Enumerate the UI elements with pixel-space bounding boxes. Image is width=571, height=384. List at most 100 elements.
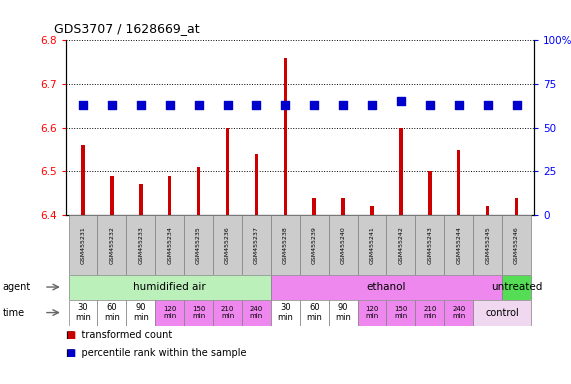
Bar [457, 149, 460, 215]
Bar [271, 300, 300, 326]
Text: 150
min: 150 min [394, 306, 408, 319]
Bar [387, 300, 415, 326]
Text: GSM455233: GSM455233 [138, 226, 143, 264]
Bar [126, 300, 155, 326]
Text: ■  percentile rank within the sample: ■ percentile rank within the sample [66, 348, 246, 358]
Bar [300, 300, 329, 326]
Bar [312, 198, 316, 215]
Bar [284, 58, 287, 215]
Bar [399, 128, 403, 215]
Bar [126, 215, 155, 275]
Point [165, 102, 174, 108]
Point [368, 102, 377, 108]
Point [194, 102, 203, 108]
Text: 30
min: 30 min [278, 303, 293, 322]
Text: GSM455240: GSM455240 [341, 226, 345, 264]
Text: GSM455241: GSM455241 [369, 226, 375, 264]
Text: GDS3707 / 1628669_at: GDS3707 / 1628669_at [54, 22, 200, 35]
Bar [69, 300, 98, 326]
Text: 120
min: 120 min [365, 306, 379, 319]
Bar [98, 215, 126, 275]
Text: humidified air: humidified air [134, 282, 206, 292]
Text: 60
min: 60 min [306, 303, 322, 322]
Bar [110, 176, 114, 215]
Text: ■: ■ [66, 348, 75, 358]
Bar [486, 206, 489, 215]
Point [454, 102, 463, 108]
Text: GSM455236: GSM455236 [225, 226, 230, 264]
Text: 30
min: 30 min [75, 303, 91, 322]
Bar [415, 300, 444, 326]
Bar [155, 300, 184, 326]
Bar [81, 145, 85, 215]
Text: GSM455246: GSM455246 [514, 226, 519, 264]
Text: GSM455231: GSM455231 [81, 226, 86, 264]
Text: 90
min: 90 min [335, 303, 351, 322]
Text: GSM455237: GSM455237 [254, 226, 259, 264]
Bar [168, 176, 171, 215]
Bar [415, 215, 444, 275]
Bar [242, 300, 271, 326]
Text: GSM455232: GSM455232 [110, 226, 114, 264]
Bar [155, 215, 184, 275]
Point [107, 102, 116, 108]
Text: GSM455244: GSM455244 [456, 226, 461, 264]
Bar [515, 198, 518, 215]
Bar [473, 300, 531, 326]
Bar [502, 275, 531, 300]
Bar [226, 128, 229, 215]
Bar [329, 300, 357, 326]
Bar [255, 154, 258, 215]
Text: GSM455242: GSM455242 [399, 226, 404, 264]
Bar [502, 215, 531, 275]
Bar [271, 275, 502, 300]
Text: 150
min: 150 min [192, 306, 206, 319]
Text: 210
min: 210 min [423, 306, 436, 319]
Text: GSM455239: GSM455239 [312, 226, 317, 264]
Text: GSM455243: GSM455243 [427, 226, 432, 264]
Bar [184, 300, 213, 326]
Text: ■  transformed count: ■ transformed count [66, 330, 172, 340]
Bar [213, 215, 242, 275]
Bar [197, 167, 200, 215]
Bar [69, 215, 98, 275]
Text: agent: agent [3, 282, 31, 292]
Text: 90
min: 90 min [133, 303, 149, 322]
Text: 240
min: 240 min [250, 306, 263, 319]
Bar [300, 215, 329, 275]
Point [78, 102, 87, 108]
Point [483, 102, 492, 108]
Bar [271, 215, 300, 275]
Point [512, 102, 521, 108]
Point [223, 102, 232, 108]
Bar [98, 300, 126, 326]
Bar [357, 215, 387, 275]
Text: GSM455245: GSM455245 [485, 226, 490, 264]
Bar [329, 215, 357, 275]
Bar [184, 215, 213, 275]
Bar [387, 215, 415, 275]
Text: GSM455238: GSM455238 [283, 226, 288, 264]
Bar [444, 215, 473, 275]
Text: 210
min: 210 min [221, 306, 234, 319]
Text: GSM455235: GSM455235 [196, 226, 201, 264]
Point [339, 102, 348, 108]
Point [252, 102, 261, 108]
Text: control: control [485, 308, 519, 318]
Bar [428, 171, 432, 215]
Bar [139, 184, 143, 215]
Bar [242, 215, 271, 275]
Point [136, 102, 146, 108]
Bar [371, 206, 374, 215]
Point [425, 102, 435, 108]
Text: 60
min: 60 min [104, 303, 120, 322]
Bar [213, 300, 242, 326]
Text: 240
min: 240 min [452, 306, 465, 319]
Bar [69, 275, 271, 300]
Point [281, 102, 290, 108]
Text: 120
min: 120 min [163, 306, 176, 319]
Bar [357, 300, 387, 326]
Text: GSM455234: GSM455234 [167, 226, 172, 264]
Bar [341, 198, 345, 215]
Point [396, 98, 405, 104]
